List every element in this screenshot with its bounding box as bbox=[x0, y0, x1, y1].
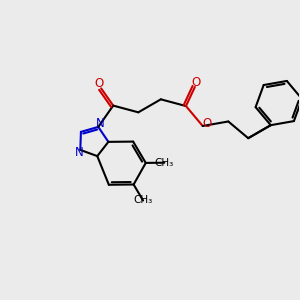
Text: N: N bbox=[96, 117, 104, 130]
Text: N: N bbox=[75, 146, 83, 159]
Text: CH₃: CH₃ bbox=[155, 158, 174, 168]
Text: CH₃: CH₃ bbox=[134, 196, 153, 206]
Text: O: O bbox=[191, 76, 201, 89]
Text: O: O bbox=[202, 118, 212, 130]
Text: O: O bbox=[95, 77, 104, 90]
